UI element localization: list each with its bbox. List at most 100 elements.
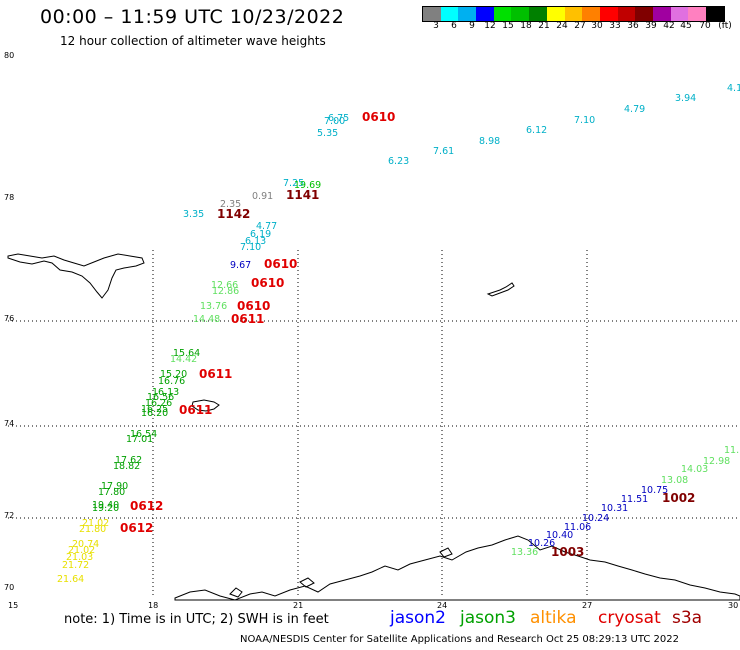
coast-islands-1 bbox=[229, 587, 243, 598]
color-swatch bbox=[529, 7, 547, 21]
wave-height-value: 10.24 bbox=[582, 513, 609, 524]
wave-height-value: 21.03 bbox=[66, 552, 93, 563]
color-scale-label: 12 bbox=[484, 21, 496, 31]
wave-height-value: 17.62 bbox=[115, 455, 142, 466]
legend-item-jason2: jason2 bbox=[390, 608, 446, 628]
color-scale-label: 45 bbox=[680, 21, 692, 31]
wave-height-value: 16.76 bbox=[158, 376, 185, 387]
footer-credit: NOAA/NESDIS Center for Satellite Applica… bbox=[240, 634, 679, 645]
latitude-label: 80 bbox=[4, 51, 14, 60]
wave-height-value: 10.40 bbox=[546, 530, 573, 541]
wave-height-value: 4.1 bbox=[727, 83, 740, 94]
color-scale-label: 21 bbox=[538, 21, 550, 31]
wave-height-value: 15.20 bbox=[160, 369, 187, 380]
units-note: note: 1) Time is in UTC; 2) SWH is in fe… bbox=[64, 612, 329, 627]
wave-height-value: 14.03 bbox=[681, 464, 708, 475]
color-swatch bbox=[564, 7, 583, 21]
pass-time-label: 0610 bbox=[264, 257, 297, 271]
legend-item-cryosat: cryosat bbox=[598, 608, 661, 628]
greenland-coast bbox=[7, 253, 145, 299]
wave-height-value: 19.40 bbox=[92, 500, 119, 511]
wave-height-value: 5.35 bbox=[317, 128, 338, 139]
wave-height-value: 3.94 bbox=[675, 93, 696, 104]
wave-height-value: 16.13 bbox=[152, 387, 179, 398]
color-scale-label: 18 bbox=[520, 21, 532, 31]
color-scale-label: 36 bbox=[627, 21, 639, 31]
wave-height-value: 15.64 bbox=[173, 348, 200, 359]
pass-time-label: 1003 bbox=[551, 545, 584, 559]
pass-time-label: 0612 bbox=[130, 499, 163, 513]
wave-height-value: 21.02 bbox=[82, 518, 109, 529]
wave-height-value: 0.91 bbox=[252, 191, 273, 202]
color-scale-label: 27 bbox=[574, 21, 586, 31]
axis-labels: 80 78 76 74 72 70 15 18 21 24 27 30 bbox=[4, 51, 738, 610]
wave-height-value: 11.06 bbox=[564, 522, 591, 533]
wave-height-value: 19.20 bbox=[92, 503, 119, 514]
color-scale-label: 3 bbox=[433, 21, 439, 31]
color-swatch bbox=[458, 7, 477, 21]
color-scale-label: 33 bbox=[609, 21, 621, 31]
wave-height-value: 7.10 bbox=[574, 115, 595, 126]
longitude-label: 15 bbox=[8, 601, 18, 610]
map-title: 00:00 – 11:59 UTC 10/23/2022 bbox=[40, 6, 345, 28]
wave-height-value: 14.48 bbox=[193, 314, 220, 325]
wave-height-value: 2.35 bbox=[220, 199, 241, 210]
color-swatch bbox=[546, 7, 565, 21]
color-swatch bbox=[511, 7, 530, 21]
color-swatch bbox=[476, 7, 494, 21]
pass-time-label: 1002 bbox=[662, 491, 695, 505]
wave-height-value: 20.74 bbox=[72, 539, 99, 550]
color-scale-bar bbox=[422, 6, 725, 22]
pass-time-label: 0611 bbox=[199, 367, 232, 381]
wave-height-value: 11.51 bbox=[621, 494, 648, 505]
map-gridlines bbox=[8, 250, 740, 598]
latitude-label: 76 bbox=[4, 314, 14, 323]
color-scale-label: 15 bbox=[502, 21, 514, 31]
wave-height-value: 9.67 bbox=[230, 260, 251, 271]
wave-height-value: 6.13 bbox=[245, 236, 266, 247]
pass-time-label: 0612 bbox=[120, 521, 153, 535]
wave-height-value: 3.35 bbox=[183, 209, 204, 220]
observation-labels: 4.1 3.94 4.79 7.10 6.12 8.98 7.61 6.23 6.757.005… bbox=[57, 83, 740, 585]
wave-height-value: 10.31 bbox=[601, 503, 628, 514]
color-swatch bbox=[493, 7, 512, 21]
bear-island bbox=[191, 399, 220, 412]
wave-height-value: 10.75 bbox=[641, 485, 668, 496]
pass-time-label: 0610 bbox=[362, 110, 395, 124]
color-scale-label: 42 bbox=[663, 21, 675, 31]
legend-item-s3a: s3a bbox=[672, 608, 703, 628]
pass-time-label: 0610 bbox=[237, 299, 270, 313]
wave-height-value: 16.26 bbox=[145, 398, 172, 409]
coast-islands-3 bbox=[439, 547, 453, 558]
wave-height-value: 16.20 bbox=[141, 408, 168, 419]
longitude-label: 27 bbox=[582, 601, 592, 610]
color-swatch bbox=[670, 7, 689, 21]
longitude-label: 18 bbox=[148, 601, 158, 610]
wave-height-value: 12.66 bbox=[211, 280, 238, 291]
wave-height-value: 12.86 bbox=[212, 286, 239, 297]
wave-height-value: 17.80 bbox=[98, 487, 125, 498]
latitude-label: 78 bbox=[4, 193, 14, 202]
color-scale-label: 9 bbox=[469, 21, 475, 31]
color-scale-labels: 3 6 9 12 15 18 21 24 27 30 33 36 39 42 45 70 (ft) bbox=[422, 21, 740, 33]
longitude-label: 30 bbox=[728, 601, 738, 610]
wave-height-value: 7.25 bbox=[283, 178, 304, 189]
legend-item-jason3: jason3 bbox=[460, 608, 516, 628]
wave-height-value: 6.12 bbox=[526, 125, 547, 136]
wave-height-value: 19.69 bbox=[294, 180, 321, 191]
color-scale-label: (ft) bbox=[718, 21, 732, 31]
wave-height-value: 16.25 bbox=[141, 404, 168, 415]
wave-height-value: 13.36 bbox=[511, 547, 538, 558]
longitude-label: 21 bbox=[293, 601, 303, 610]
wave-height-value: 11. bbox=[724, 445, 739, 456]
kong-karls-land bbox=[486, 282, 515, 297]
color-swatch bbox=[440, 7, 459, 21]
legend-item-altika: altika bbox=[530, 608, 577, 628]
wave-height-value: 4.77 bbox=[256, 221, 277, 232]
color-swatch bbox=[582, 7, 600, 21]
color-swatch bbox=[635, 7, 653, 21]
pass-time-label: 1141 bbox=[286, 188, 319, 202]
wave-height-value: 21.72 bbox=[62, 560, 89, 571]
color-swatch bbox=[688, 7, 706, 21]
